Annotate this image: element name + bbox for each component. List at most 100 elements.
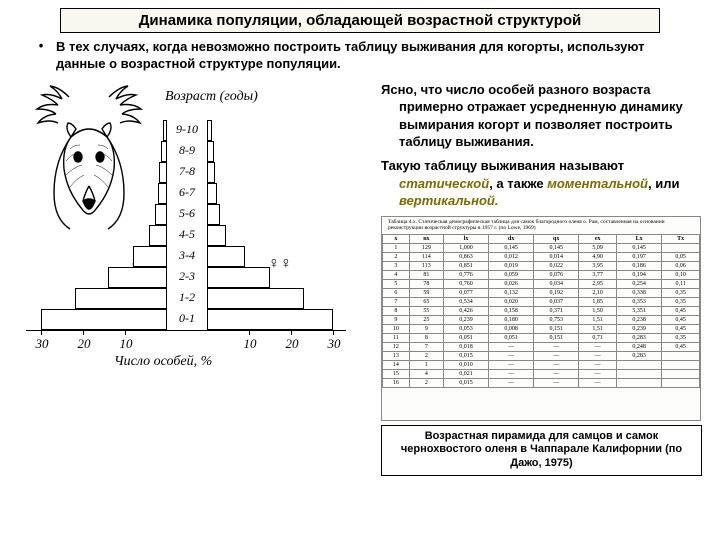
table-cell: 3,95 [579,261,617,270]
female-bar [207,309,333,330]
table-header: x [383,234,410,243]
table-row: 8550,4260,1580,3711,505,3510,45 [383,306,700,315]
p2-b: , а также [489,176,547,191]
table-cell: 0,760 [443,279,488,288]
table-cell: 1,85 [579,297,617,306]
table-cell: 9 [383,315,410,324]
female-bar [207,120,212,141]
table-cell: 0,10 [662,270,700,279]
age-bin-label: 7-8 [169,164,205,179]
life-table-grid: xnxlxdxqxexLxTx11291,0000,1450,1455,090,… [382,234,700,388]
table-cell: 0,283 [617,351,662,360]
table-cell: 0,051 [489,333,534,342]
female-bar [207,204,220,225]
table-cell: — [579,369,617,378]
table-cell: 0,015 [443,378,488,387]
table-cell: 0,11 [662,279,700,288]
table-cell: 15 [383,369,410,378]
table-cell: 2 [409,378,443,387]
table-cell: — [489,369,534,378]
table-cell: 2 [383,252,410,261]
table-cell: 0,35 [662,288,700,297]
table-cell: 3,77 [579,270,617,279]
table-cell [662,243,700,252]
female-bar [207,162,215,183]
term-vertical: вертикальной. [399,193,499,208]
table-row: 9250,2390,1800,7531,510,2380,45 [383,315,700,324]
table-cell: 7 [383,297,410,306]
table-cell: 0,753 [534,315,579,324]
table-cell: 0,45 [662,315,700,324]
table-cell: 0,45 [662,342,700,351]
table-cell: 0,026 [489,279,534,288]
table-cell: 1 [409,360,443,369]
table-cell: 1,51 [579,315,617,324]
table-cell: 0,192 [534,288,579,297]
table-cell: 1,51 [579,324,617,333]
table-cell: 8 [383,306,410,315]
table-cell: 113 [409,261,443,270]
male-bar [161,141,167,162]
table-cell: — [534,369,579,378]
age-bin-label: 3-4 [169,248,205,263]
table-cell: 2 [409,351,443,360]
p2-a: Такую таблицу выживания называют [381,158,624,173]
table-header: ex [579,234,617,243]
p2-c: , или [648,176,679,191]
table-cell: 59 [409,288,443,297]
table-cell: — [489,351,534,360]
table-cell: 4 [409,369,443,378]
table-row: 1540,021——— [383,369,700,378]
table-cell: 65 [409,297,443,306]
table-cell: 7 [409,342,443,351]
intro-block: • В тех случаях, когда невозможно постро… [26,39,690,73]
table-cell: 0,012 [489,252,534,261]
table-cell: 0,021 [443,369,488,378]
table-cell: — [534,351,579,360]
table-row: 7650,5340,0200,0371,850,3530,35 [383,297,700,306]
table-cell: 1,000 [443,243,488,252]
table-cell: 10 [383,324,410,333]
table-cell: — [534,360,579,369]
table-cell: 0,371 [534,306,579,315]
female-bar [207,288,304,309]
male-bar [158,183,167,204]
table-cell: 2,10 [579,288,617,297]
table-cell: — [534,378,579,387]
table-cell [662,360,700,369]
table-cell: 0,180 [489,315,534,324]
table-header: nx [409,234,443,243]
table-cell: 2,95 [579,279,617,288]
life-table: Таблица 4.x. Статическая демографическая… [381,216,701,421]
age-bin-label: 8-9 [169,143,205,158]
age-bin-label: 9-10 [169,122,205,137]
table-cell: 0,776 [443,270,488,279]
table-cell: 0,015 [443,351,488,360]
female-bar [207,225,226,246]
table-cell: 5 [383,279,410,288]
table-cell: 0,145 [534,243,579,252]
table-header: dx [489,234,534,243]
tick-label: 10 [238,336,262,352]
table-cell: 0,35 [662,333,700,342]
bullet: • [26,39,56,73]
age-bin-label: 5-6 [169,206,205,221]
male-bar [149,225,167,246]
table-cell: 1 [383,243,410,252]
male-bar [155,204,167,225]
tick [333,330,334,335]
table-cell: 0,194 [617,270,662,279]
table-cell: — [489,378,534,387]
table-cell: 0,851 [443,261,488,270]
female-symbol: ♀♀ [268,255,292,273]
tick-label: 20 [280,336,304,352]
table-cell [662,351,700,360]
table-caption: Таблица 4.x. Статическая демографическая… [382,217,700,234]
paragraph-2: Такую таблицу выживания называют статиче… [399,157,710,210]
table-cell: 5,09 [579,243,617,252]
table-cell: 4 [383,270,410,279]
table-cell: 0,019 [489,261,534,270]
table-cell: 0,239 [617,324,662,333]
table-cell: 6 [383,288,410,297]
table-cell: 4,90 [579,252,617,261]
